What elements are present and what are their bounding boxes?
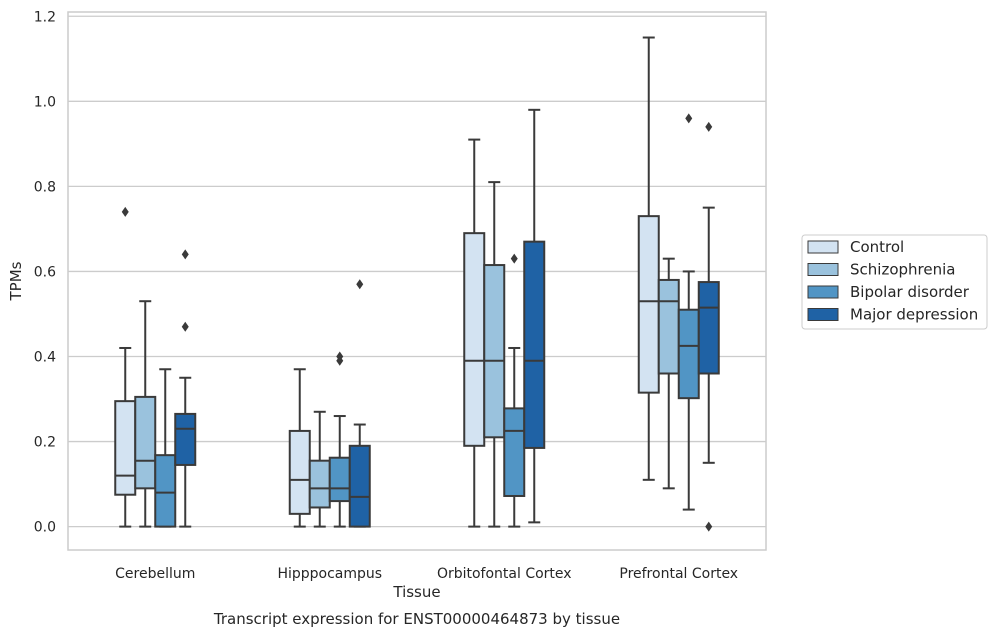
plot-area [67,11,767,551]
y-tick-label: 0.0 [34,520,56,536]
legend-frame [801,234,988,330]
box-body [637,215,660,394]
boxes [114,36,720,532]
outlier-point [705,121,713,132]
outlier-point [181,249,189,260]
box-body [348,444,371,528]
legend-label: Schizophrenia [850,261,955,279]
outlier-point [685,113,693,124]
box-1-1 [308,410,331,528]
box-0-1 [134,300,157,528]
box-0-3 [174,249,197,528]
box-body [523,240,546,449]
box-body [483,264,506,439]
box-body [288,429,311,515]
outlier-point [181,321,189,332]
outlier-point [510,253,518,264]
x-axis-label: Tissue [392,583,440,601]
box-3-2 [677,113,700,511]
box-body [134,395,157,490]
legend-swatch [807,263,839,276]
y-tick-label: 0.8 [34,179,56,195]
box-body [328,456,351,503]
box-body [657,278,680,375]
box-3-0 [637,36,660,481]
y-tick-label: 1.0 [34,94,56,110]
box-2-3 [523,108,546,524]
legend-swatch [807,285,839,299]
y-tick-label: 1.2 [34,9,56,25]
box-0-0 [114,206,137,528]
box-body [503,407,526,497]
box-body [154,454,177,528]
box-body [174,412,197,466]
box-1-2 [328,351,351,528]
x-tick-label: Prefrontal Cortex [619,566,738,582]
legend-label: Control [850,238,904,256]
legend-swatch [807,240,839,254]
y-axis-label: TPMs [7,261,25,301]
box-1-0 [288,368,311,528]
box-body [308,459,331,509]
outlier-point [705,521,713,532]
box-body [677,308,700,400]
y-tick-label: 0.6 [34,264,56,280]
outlier-point [336,351,344,362]
box-2-1 [483,181,506,528]
x-tick-label: Hipppocampus [277,566,382,582]
box-2-0 [463,138,486,528]
y-tick-labels: 0.0 0.2 0.4 0.6 0.8 1.0 1.2 [34,9,56,535]
box-0-2 [154,368,177,528]
box-3-1 [657,257,680,490]
legend-label: Bipolar disorder [850,283,970,301]
box-body [697,281,720,375]
x-tick-label: Orbitofontal Cortex [437,566,572,582]
box-body [463,232,486,447]
box-1-3 [348,279,371,528]
box-3-3 [697,121,720,532]
legend: Control Schizophrenia Bipolar disorder Majo… [801,234,988,330]
outlier-point [356,279,364,290]
box-body [114,400,137,496]
legend-swatch [807,308,839,321]
outlier-point [121,206,129,217]
box-2-2 [503,253,526,528]
grid-lines [68,15,766,528]
x-tick-label: Cerebellum [115,566,195,582]
y-tick-label: 0.4 [34,349,56,365]
chart-title: Transcript expression for ENST0000046487… [213,610,620,628]
y-tick-label: 0.2 [34,435,56,451]
legend-label: Major depression [850,306,978,324]
x-tick-labels: Cerebellum Hipppocampus Orbitofontal Corte… [115,566,738,582]
